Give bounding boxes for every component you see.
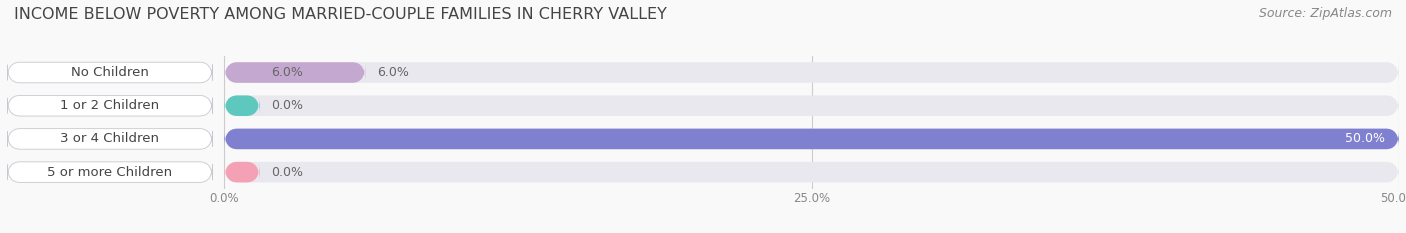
FancyBboxPatch shape — [7, 96, 212, 116]
Text: 0.0%: 0.0% — [271, 99, 304, 112]
Text: 50.0%: 50.0% — [1346, 132, 1385, 145]
FancyBboxPatch shape — [225, 62, 366, 83]
Text: 1 or 2 Children: 1 or 2 Children — [60, 99, 159, 112]
FancyBboxPatch shape — [225, 129, 1399, 149]
FancyBboxPatch shape — [225, 162, 260, 182]
FancyBboxPatch shape — [225, 96, 260, 116]
FancyBboxPatch shape — [225, 62, 1399, 83]
Text: 6.0%: 6.0% — [271, 66, 304, 79]
FancyBboxPatch shape — [7, 62, 212, 83]
Text: 6.0%: 6.0% — [377, 66, 409, 79]
Text: Source: ZipAtlas.com: Source: ZipAtlas.com — [1258, 7, 1392, 20]
FancyBboxPatch shape — [7, 129, 212, 149]
FancyBboxPatch shape — [225, 129, 1399, 149]
FancyBboxPatch shape — [225, 96, 1399, 116]
Text: 5 or more Children: 5 or more Children — [48, 166, 173, 179]
Text: No Children: No Children — [70, 66, 149, 79]
Text: 0.0%: 0.0% — [271, 166, 304, 179]
Text: INCOME BELOW POVERTY AMONG MARRIED-COUPLE FAMILIES IN CHERRY VALLEY: INCOME BELOW POVERTY AMONG MARRIED-COUPL… — [14, 7, 666, 22]
FancyBboxPatch shape — [225, 162, 1399, 182]
FancyBboxPatch shape — [7, 162, 212, 182]
Text: 3 or 4 Children: 3 or 4 Children — [60, 132, 159, 145]
